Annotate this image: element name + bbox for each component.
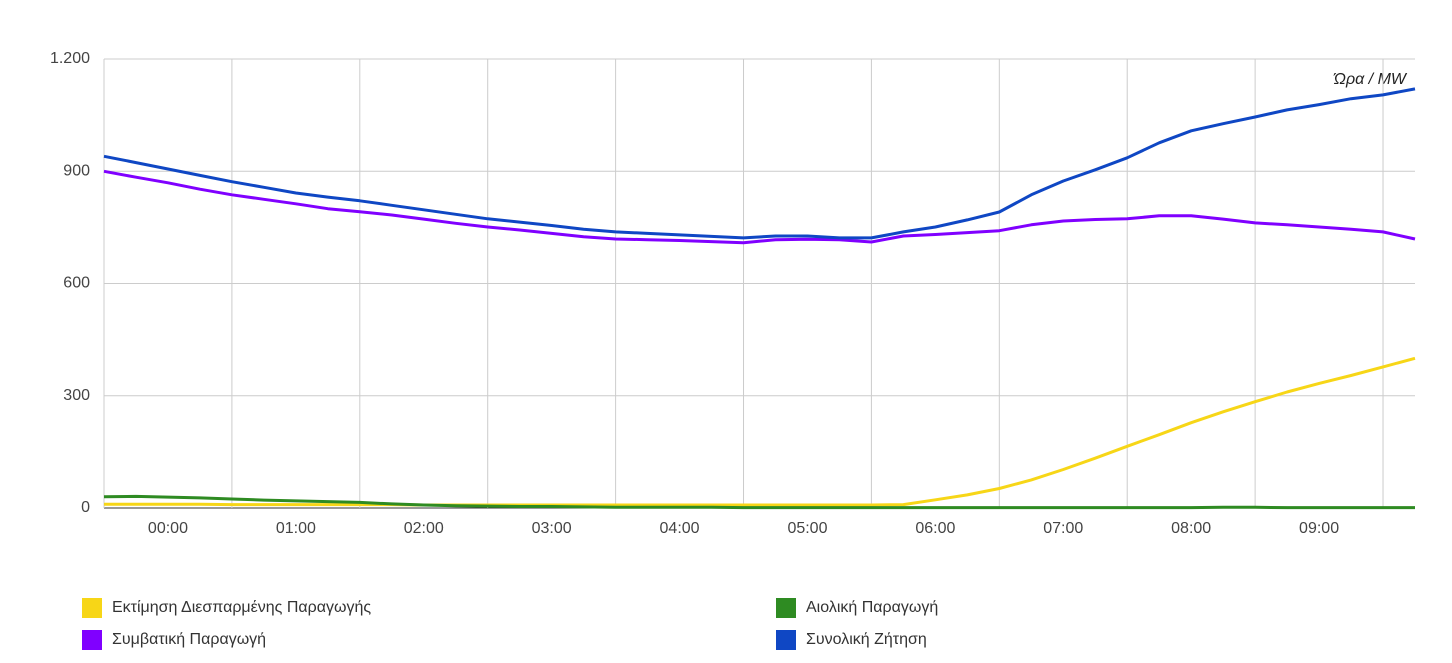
axis-annotation: Ώρα / MW: [1333, 71, 1408, 88]
x-tick-label: 04:00: [660, 520, 700, 537]
legend-swatch: [776, 630, 796, 650]
legend-label: Συμβατική Παραγωγή: [112, 631, 266, 648]
y-tick-label: 1.200: [50, 50, 90, 67]
series-line: [104, 356, 1416, 507]
series-line: [103, 87, 1416, 240]
x-tick-label: 07:00: [1043, 520, 1083, 537]
y-tick-label: 300: [63, 387, 90, 404]
legend-swatch: [776, 598, 796, 618]
x-tick-label: 03:00: [532, 520, 572, 537]
legend-label: Συνολική Ζήτηση: [806, 631, 927, 648]
legend-swatch: [82, 598, 102, 618]
legend-label: Εκτίμηση Διεσπαρμένης Παραγωγής: [112, 599, 371, 616]
y-tick-label: 600: [63, 275, 90, 292]
series-line: [103, 494, 1415, 510]
x-tick-label: 02:00: [404, 520, 444, 537]
x-tick-label: 08:00: [1171, 520, 1211, 537]
x-tick-label: 06:00: [915, 520, 955, 537]
y-tick-label: 900: [63, 162, 90, 179]
x-tick-label: 05:00: [787, 520, 827, 537]
series-line: [103, 169, 1416, 245]
legend-swatch: [82, 630, 102, 650]
legend-label: Αιολική Παραγωγή: [806, 599, 938, 616]
x-tick-label: 09:00: [1299, 520, 1339, 537]
grid: [103, 58, 1415, 509]
x-tick-label: 01:00: [276, 520, 316, 537]
y-tick-label: 0: [81, 499, 90, 516]
x-tick-label: 00:00: [148, 520, 188, 537]
